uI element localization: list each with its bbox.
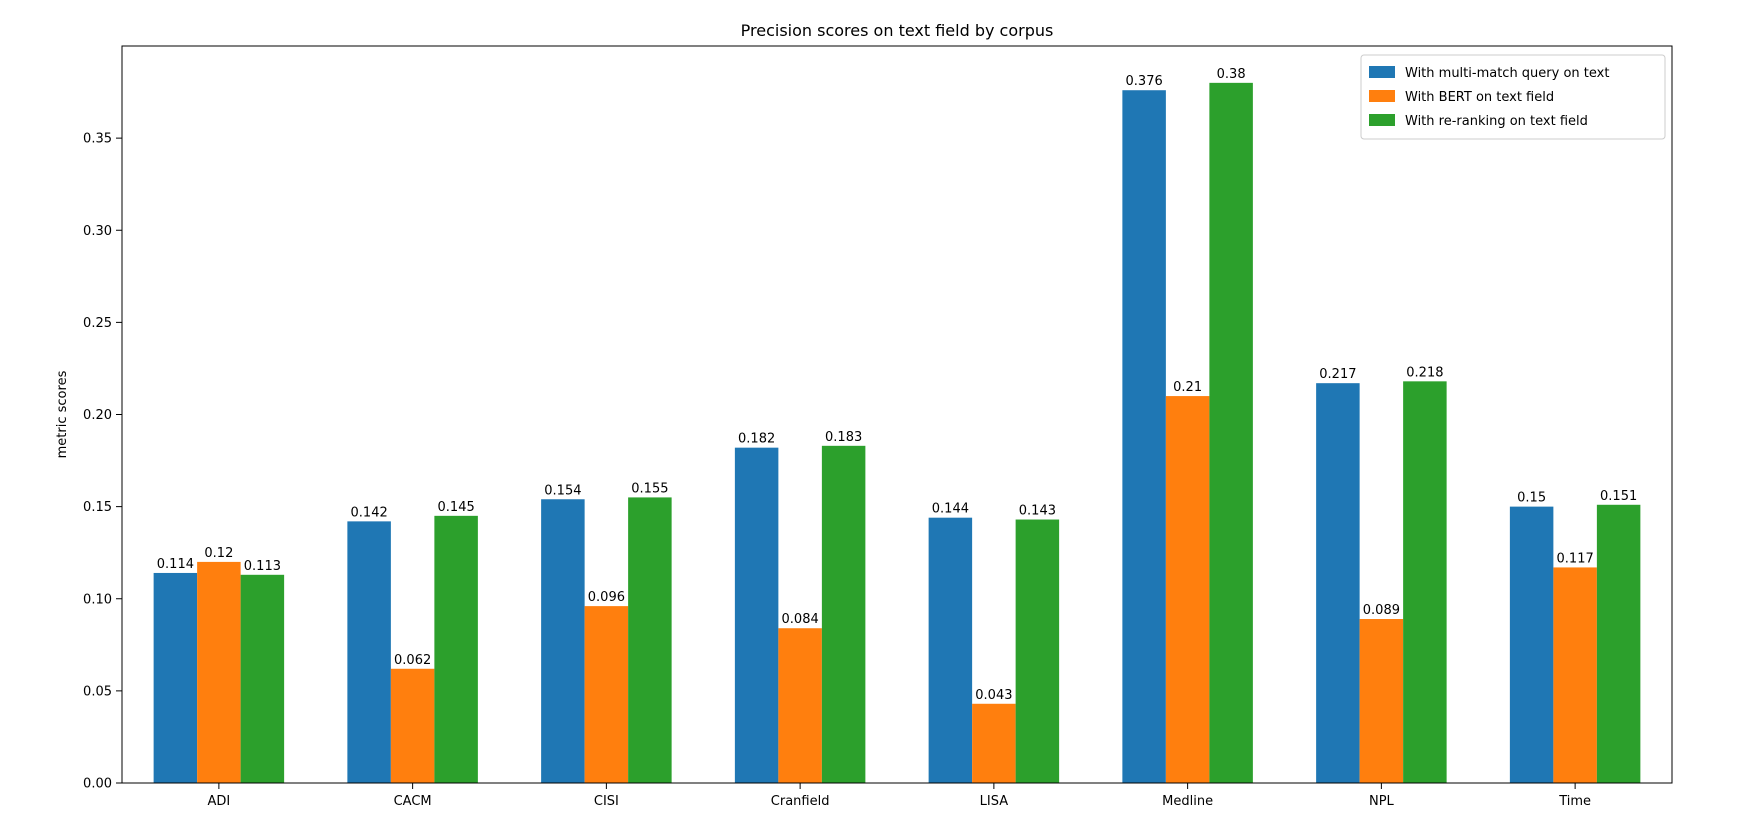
- bar: [434, 515, 478, 783]
- data-label: 0.376: [1126, 74, 1163, 89]
- legend-swatch: [1369, 90, 1395, 102]
- y-tick-label: 0.20: [83, 408, 112, 423]
- bars-layer: [153, 82, 1641, 784]
- data-label: 0.142: [351, 505, 388, 520]
- bar: [734, 447, 779, 783]
- bar: [778, 628, 822, 783]
- data-label: 0.218: [1406, 365, 1443, 380]
- data-label: 0.096: [588, 590, 625, 605]
- bar: [390, 668, 435, 783]
- data-label: 0.217: [1319, 367, 1356, 382]
- bar: [197, 561, 241, 783]
- bar: [1015, 519, 1060, 783]
- x-axis-ticks: ADI CACM CISI Cranfield LISA Medline NPL Time: [208, 783, 1591, 809]
- data-label: 0.38: [1217, 67, 1246, 82]
- data-label: 0.113: [244, 559, 281, 574]
- bar: [1359, 619, 1404, 783]
- legend-box: [1360, 54, 1666, 140]
- y-tick-label: 0.05: [83, 684, 112, 699]
- data-label: 0.084: [782, 612, 819, 627]
- legend-label: With re-ranking on text field: [1405, 114, 1588, 129]
- y-tick-label: 0.30: [83, 224, 112, 239]
- data-label: 0.12: [204, 546, 233, 561]
- bar: [972, 703, 1016, 783]
- bar: [1596, 504, 1641, 783]
- bar: [153, 572, 198, 783]
- plot-frame: [121, 45, 1673, 784]
- data-label: 0.089: [1363, 603, 1400, 618]
- bar: [1553, 567, 1597, 783]
- bar: [240, 574, 285, 783]
- bar: [1165, 396, 1210, 783]
- bar: [1209, 82, 1253, 784]
- y-axis-ticks: 0.00 0.05 0.10 0.15 0.20 0.25 0.30 0.35: [83, 132, 122, 792]
- bar: [928, 517, 973, 783]
- x-tick-label: Medline: [1162, 794, 1213, 809]
- legend-swatch: [1369, 66, 1395, 78]
- data-label: 0.21: [1173, 380, 1202, 395]
- bar: [1316, 383, 1360, 783]
- y-tick-label: 0.25: [83, 316, 112, 331]
- x-tick-label: Cranfield: [771, 794, 830, 809]
- bar: [1403, 381, 1447, 783]
- data-label: 0.114: [157, 557, 194, 572]
- bar: [541, 499, 585, 783]
- bar: [821, 445, 866, 783]
- legend-swatch: [1369, 114, 1395, 126]
- bar: [628, 497, 672, 783]
- chart-title: Precision scores on text field by corpus: [741, 21, 1054, 40]
- data-label: 0.182: [738, 432, 775, 447]
- bar: [347, 521, 391, 783]
- data-label: 0.144: [932, 502, 969, 517]
- data-labels-layer: 0.114 0.12 0.113 0.142 0.062 0.145 0.154 0.096 0…: [157, 67, 1637, 703]
- x-tick-label: NPL: [1369, 794, 1395, 809]
- y-tick-label: 0.15: [83, 500, 112, 515]
- legend: With multi-match query on text With BERT …: [1360, 54, 1666, 140]
- x-tick-label: Time: [1558, 794, 1591, 809]
- data-label: 0.151: [1600, 489, 1637, 504]
- x-tick-label: ADI: [208, 794, 231, 809]
- y-tick-label: 0.10: [83, 592, 112, 607]
- data-label: 0.043: [975, 688, 1012, 703]
- data-label: 0.143: [1019, 504, 1056, 519]
- legend-label: With multi-match query on text: [1405, 66, 1609, 81]
- data-label: 0.062: [394, 653, 431, 668]
- data-label: 0.154: [544, 483, 581, 498]
- data-label: 0.117: [1557, 551, 1594, 566]
- legend-label: With BERT on text field: [1405, 90, 1554, 105]
- bar: [1509, 506, 1554, 783]
- x-tick-label: CISI: [594, 794, 619, 809]
- data-label: 0.155: [631, 481, 668, 496]
- y-tick-label: 0.00: [83, 777, 112, 792]
- y-tick-label: 0.35: [83, 132, 112, 147]
- bar: [1122, 90, 1166, 784]
- bar: [584, 606, 629, 783]
- y-axis-label: metric scores: [55, 370, 70, 458]
- x-tick-label: CACM: [394, 794, 432, 809]
- data-label: 0.145: [438, 500, 475, 515]
- x-tick-label: LISA: [980, 794, 1009, 809]
- data-label: 0.183: [825, 430, 862, 445]
- data-label: 0.15: [1517, 491, 1546, 506]
